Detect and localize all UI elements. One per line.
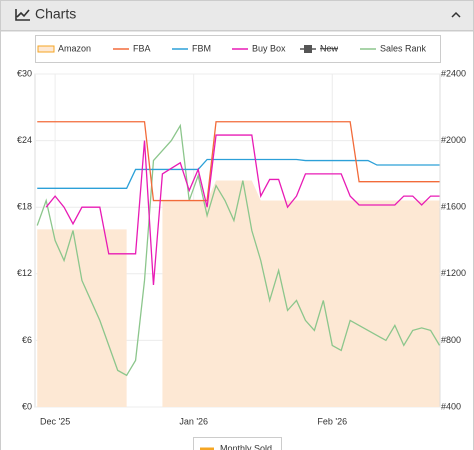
y2-tick-label: #2400	[441, 68, 466, 78]
y-tick-label: €0	[22, 401, 32, 411]
x-tick-label: Feb '26	[317, 416, 347, 426]
legend-label[interactable]: New	[320, 43, 339, 53]
line	[37, 158, 440, 189]
y2-tick-label: #1600	[441, 202, 466, 212]
legend-label[interactable]: FBM	[192, 43, 211, 53]
y2-tick-label: #2000	[441, 135, 466, 145]
x-tick-label: Jan '26	[179, 416, 208, 426]
y-tick-label: €24	[17, 135, 32, 145]
legend-label[interactable]: Buy Box	[252, 43, 286, 53]
y2-tick-label: #1200	[441, 268, 466, 278]
panel-title: Charts	[35, 6, 76, 22]
legend-label[interactable]: Sales Rank	[380, 43, 427, 53]
legend-label[interactable]: Monthly Sold	[220, 443, 272, 450]
panel-header	[0, 0, 474, 31]
collapse-toggle[interactable]	[451, 11, 461, 18]
y-tick-label: €18	[17, 202, 32, 212]
line	[36, 123, 441, 377]
y2-tick-label: #400	[441, 401, 461, 411]
legend-box-2	[193, 437, 282, 450]
y-tick-label: €30	[17, 68, 32, 78]
legend-marker	[304, 45, 312, 53]
legend-label[interactable]: FBA	[133, 43, 151, 53]
legend-label[interactable]: Amazon	[58, 43, 91, 53]
y-tick-label: €12	[17, 268, 32, 278]
y2-tick-label: #800	[441, 335, 461, 345]
line	[45, 134, 440, 285]
legend-swatch	[37, 45, 55, 53]
y-tick-label: €6	[22, 335, 32, 345]
x-tick-label: Dec '25	[40, 416, 70, 426]
area	[37, 229, 127, 407]
area	[162, 180, 440, 407]
line	[37, 121, 440, 202]
chart-icon	[15, 9, 30, 21]
